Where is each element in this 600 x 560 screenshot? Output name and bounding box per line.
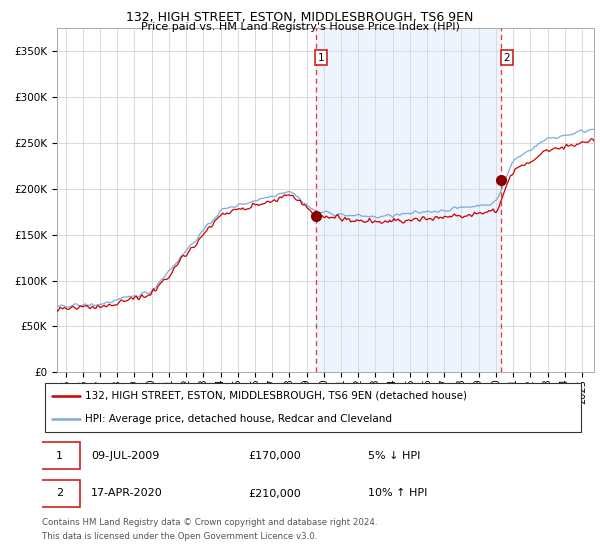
Text: 09-JUL-2009: 09-JUL-2009 <box>91 451 159 461</box>
Text: 17-APR-2020: 17-APR-2020 <box>91 488 163 498</box>
FancyBboxPatch shape <box>39 480 80 507</box>
Text: £170,000: £170,000 <box>248 451 301 461</box>
FancyBboxPatch shape <box>45 383 581 432</box>
Text: This data is licensed under the Open Government Licence v3.0.: This data is licensed under the Open Gov… <box>42 532 317 541</box>
Text: 132, HIGH STREET, ESTON, MIDDLESBROUGH, TS6 9EN (detached house): 132, HIGH STREET, ESTON, MIDDLESBROUGH, … <box>85 391 467 401</box>
Text: 132, HIGH STREET, ESTON, MIDDLESBROUGH, TS6 9EN: 132, HIGH STREET, ESTON, MIDDLESBROUGH, … <box>127 11 473 24</box>
Text: 5% ↓ HPI: 5% ↓ HPI <box>368 451 420 461</box>
Text: 1: 1 <box>56 451 63 461</box>
Bar <box>316 28 501 372</box>
Text: HPI: Average price, detached house, Redcar and Cleveland: HPI: Average price, detached house, Redc… <box>85 414 392 424</box>
FancyBboxPatch shape <box>39 442 80 469</box>
Text: 10% ↑ HPI: 10% ↑ HPI <box>368 488 427 498</box>
Text: Price paid vs. HM Land Registry's House Price Index (HPI): Price paid vs. HM Land Registry's House … <box>140 22 460 32</box>
Text: 1: 1 <box>318 53 325 63</box>
Text: Contains HM Land Registry data © Crown copyright and database right 2024.: Contains HM Land Registry data © Crown c… <box>42 518 377 527</box>
Text: 2: 2 <box>56 488 63 498</box>
Text: 2: 2 <box>503 53 510 63</box>
Text: £210,000: £210,000 <box>248 488 301 498</box>
